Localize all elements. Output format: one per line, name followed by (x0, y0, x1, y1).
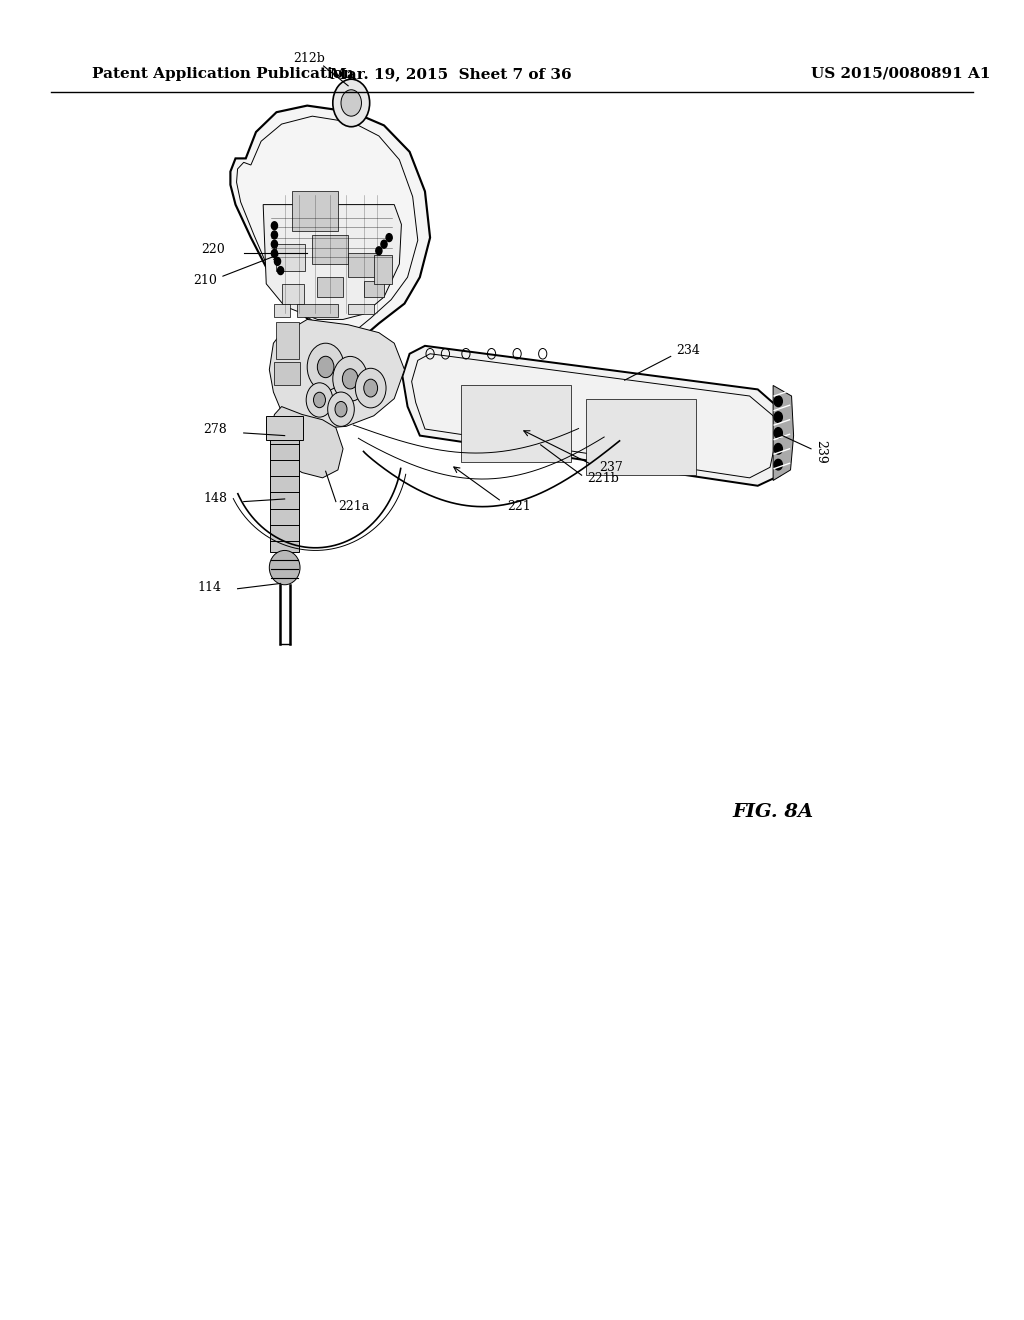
Circle shape (341, 90, 361, 116)
Circle shape (376, 247, 382, 255)
Bar (266, 416, 303, 440)
Circle shape (307, 343, 344, 391)
Circle shape (271, 222, 278, 230)
Bar (282, 284, 304, 304)
Text: 221a: 221a (338, 499, 370, 512)
Circle shape (774, 412, 782, 422)
Text: 221b: 221b (587, 471, 618, 484)
Text: 237: 237 (599, 461, 623, 474)
Bar (276, 244, 305, 271)
Bar (274, 304, 290, 317)
Circle shape (774, 428, 782, 438)
Circle shape (278, 267, 284, 275)
Circle shape (274, 257, 281, 265)
Text: 221: 221 (507, 499, 530, 512)
Circle shape (342, 368, 358, 389)
Polygon shape (773, 385, 794, 480)
Bar (297, 304, 338, 317)
Bar (317, 277, 343, 297)
Circle shape (333, 79, 370, 127)
Text: 210: 210 (193, 273, 217, 286)
Circle shape (774, 396, 782, 407)
Bar (276, 322, 299, 359)
Bar (312, 235, 348, 264)
Bar (374, 255, 392, 284)
Circle shape (306, 383, 333, 417)
Polygon shape (402, 346, 786, 486)
Bar (270, 433, 299, 552)
Polygon shape (263, 205, 401, 319)
Text: 114: 114 (198, 581, 221, 594)
Circle shape (271, 231, 278, 239)
Text: US 2015/0080891 A1: US 2015/0080891 A1 (811, 67, 991, 81)
Text: 148: 148 (204, 491, 227, 504)
Text: Patent Application Publication: Patent Application Publication (92, 67, 354, 81)
Circle shape (381, 240, 387, 248)
Bar (274, 362, 300, 385)
Text: 234: 234 (676, 343, 699, 356)
Bar (348, 253, 379, 277)
Circle shape (313, 392, 326, 408)
Text: 220: 220 (202, 243, 225, 256)
Circle shape (317, 356, 334, 378)
Text: 239: 239 (814, 440, 827, 463)
Bar (292, 191, 338, 231)
Text: 278: 278 (204, 422, 227, 436)
Bar (461, 385, 571, 462)
Polygon shape (230, 106, 430, 343)
Text: FIG. 8A: FIG. 8A (732, 803, 814, 821)
Circle shape (774, 444, 782, 454)
Circle shape (774, 459, 782, 470)
Polygon shape (269, 319, 404, 429)
Ellipse shape (269, 550, 300, 585)
Circle shape (355, 368, 386, 408)
Bar (586, 399, 696, 475)
Polygon shape (271, 407, 343, 478)
Circle shape (328, 392, 354, 426)
Circle shape (271, 240, 278, 248)
Circle shape (271, 249, 278, 257)
Circle shape (386, 234, 392, 242)
Circle shape (364, 379, 378, 397)
Circle shape (335, 401, 347, 417)
Text: Mar. 19, 2015  Sheet 7 of 36: Mar. 19, 2015 Sheet 7 of 36 (330, 67, 571, 81)
Bar (364, 281, 384, 297)
Circle shape (333, 356, 368, 401)
Bar (348, 304, 374, 314)
Text: 212b: 212b (293, 51, 326, 65)
